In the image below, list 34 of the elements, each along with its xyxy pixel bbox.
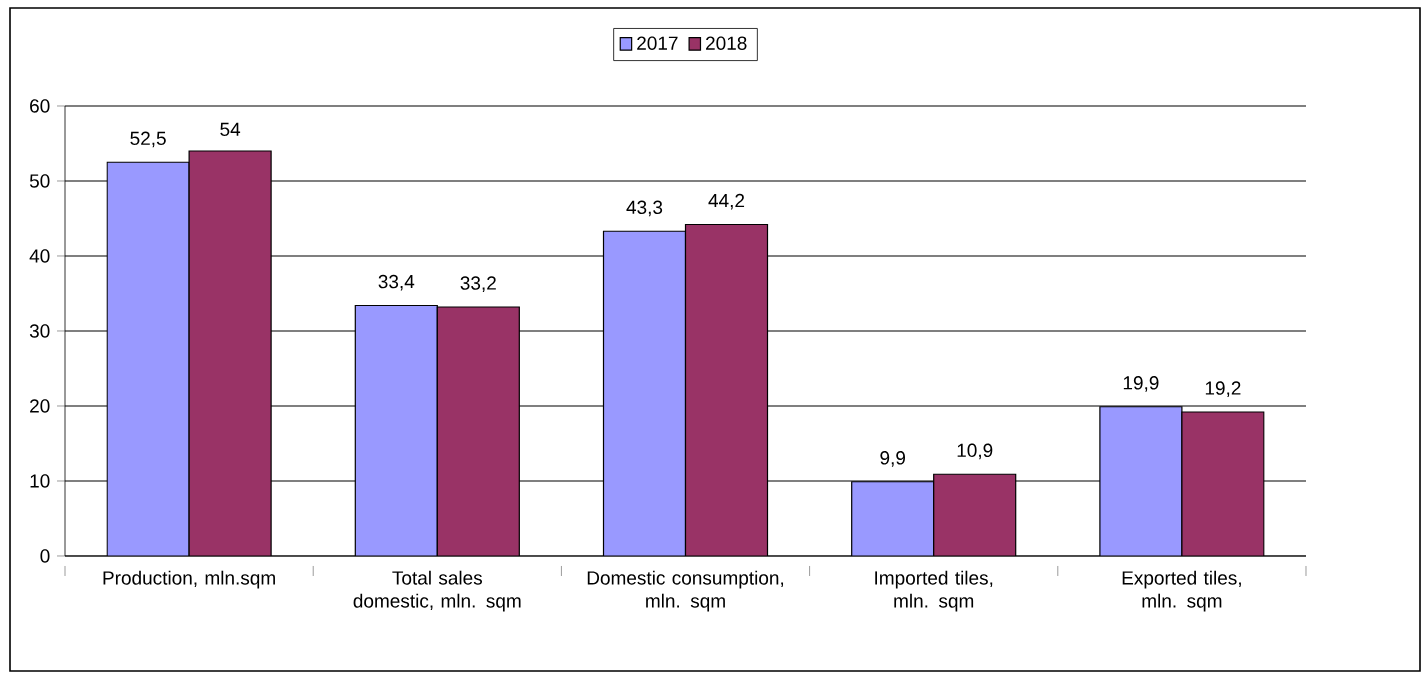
bar <box>1099 406 1183 556</box>
data-label: 33,2 <box>460 276 496 293</box>
x-tick-label: Imported tiles, mln. sqm <box>875 570 993 612</box>
x-tick-label: Domestic consumption, mln. sqm <box>587 570 784 612</box>
bar <box>851 481 935 556</box>
bar <box>1181 411 1265 556</box>
data-label: 10,9 <box>957 443 993 460</box>
y-tick-label: 10 <box>30 474 50 488</box>
data-label: 44,2 <box>708 193 745 210</box>
x-tick-label: Exported tiles, mln. sqm <box>1122 570 1241 612</box>
x-tick-label: Production, mln.sqm <box>103 570 275 589</box>
bar <box>354 304 438 556</box>
y-tick-label: 60 <box>30 99 50 113</box>
data-label: 33,4 <box>378 274 415 291</box>
y-tick-label: 0 <box>40 549 50 563</box>
y-tick-label: 20 <box>30 399 50 413</box>
bar <box>684 223 769 556</box>
bar <box>106 161 190 556</box>
data-label: 43,3 <box>626 200 663 217</box>
data-label: 54 <box>220 122 241 137</box>
data-label: 19,9 <box>1123 376 1159 392</box>
y-tick-label: 40 <box>29 249 50 263</box>
legend-label: 2017 <box>637 36 678 50</box>
legend-label: 2018 <box>706 36 747 50</box>
y-tick-label: 30 <box>29 324 50 338</box>
bar <box>933 473 1017 556</box>
bar <box>436 306 520 556</box>
data-label: 52,5 <box>130 131 166 148</box>
data-label: 19,2 <box>1205 381 1241 398</box>
y-tick-label: 50 <box>29 174 50 188</box>
bar <box>188 150 272 556</box>
bar <box>602 230 687 556</box>
data-label: 9,9 <box>880 451 905 467</box>
x-tick-label: Total sales domestic, mln. sqm <box>353 570 521 612</box>
